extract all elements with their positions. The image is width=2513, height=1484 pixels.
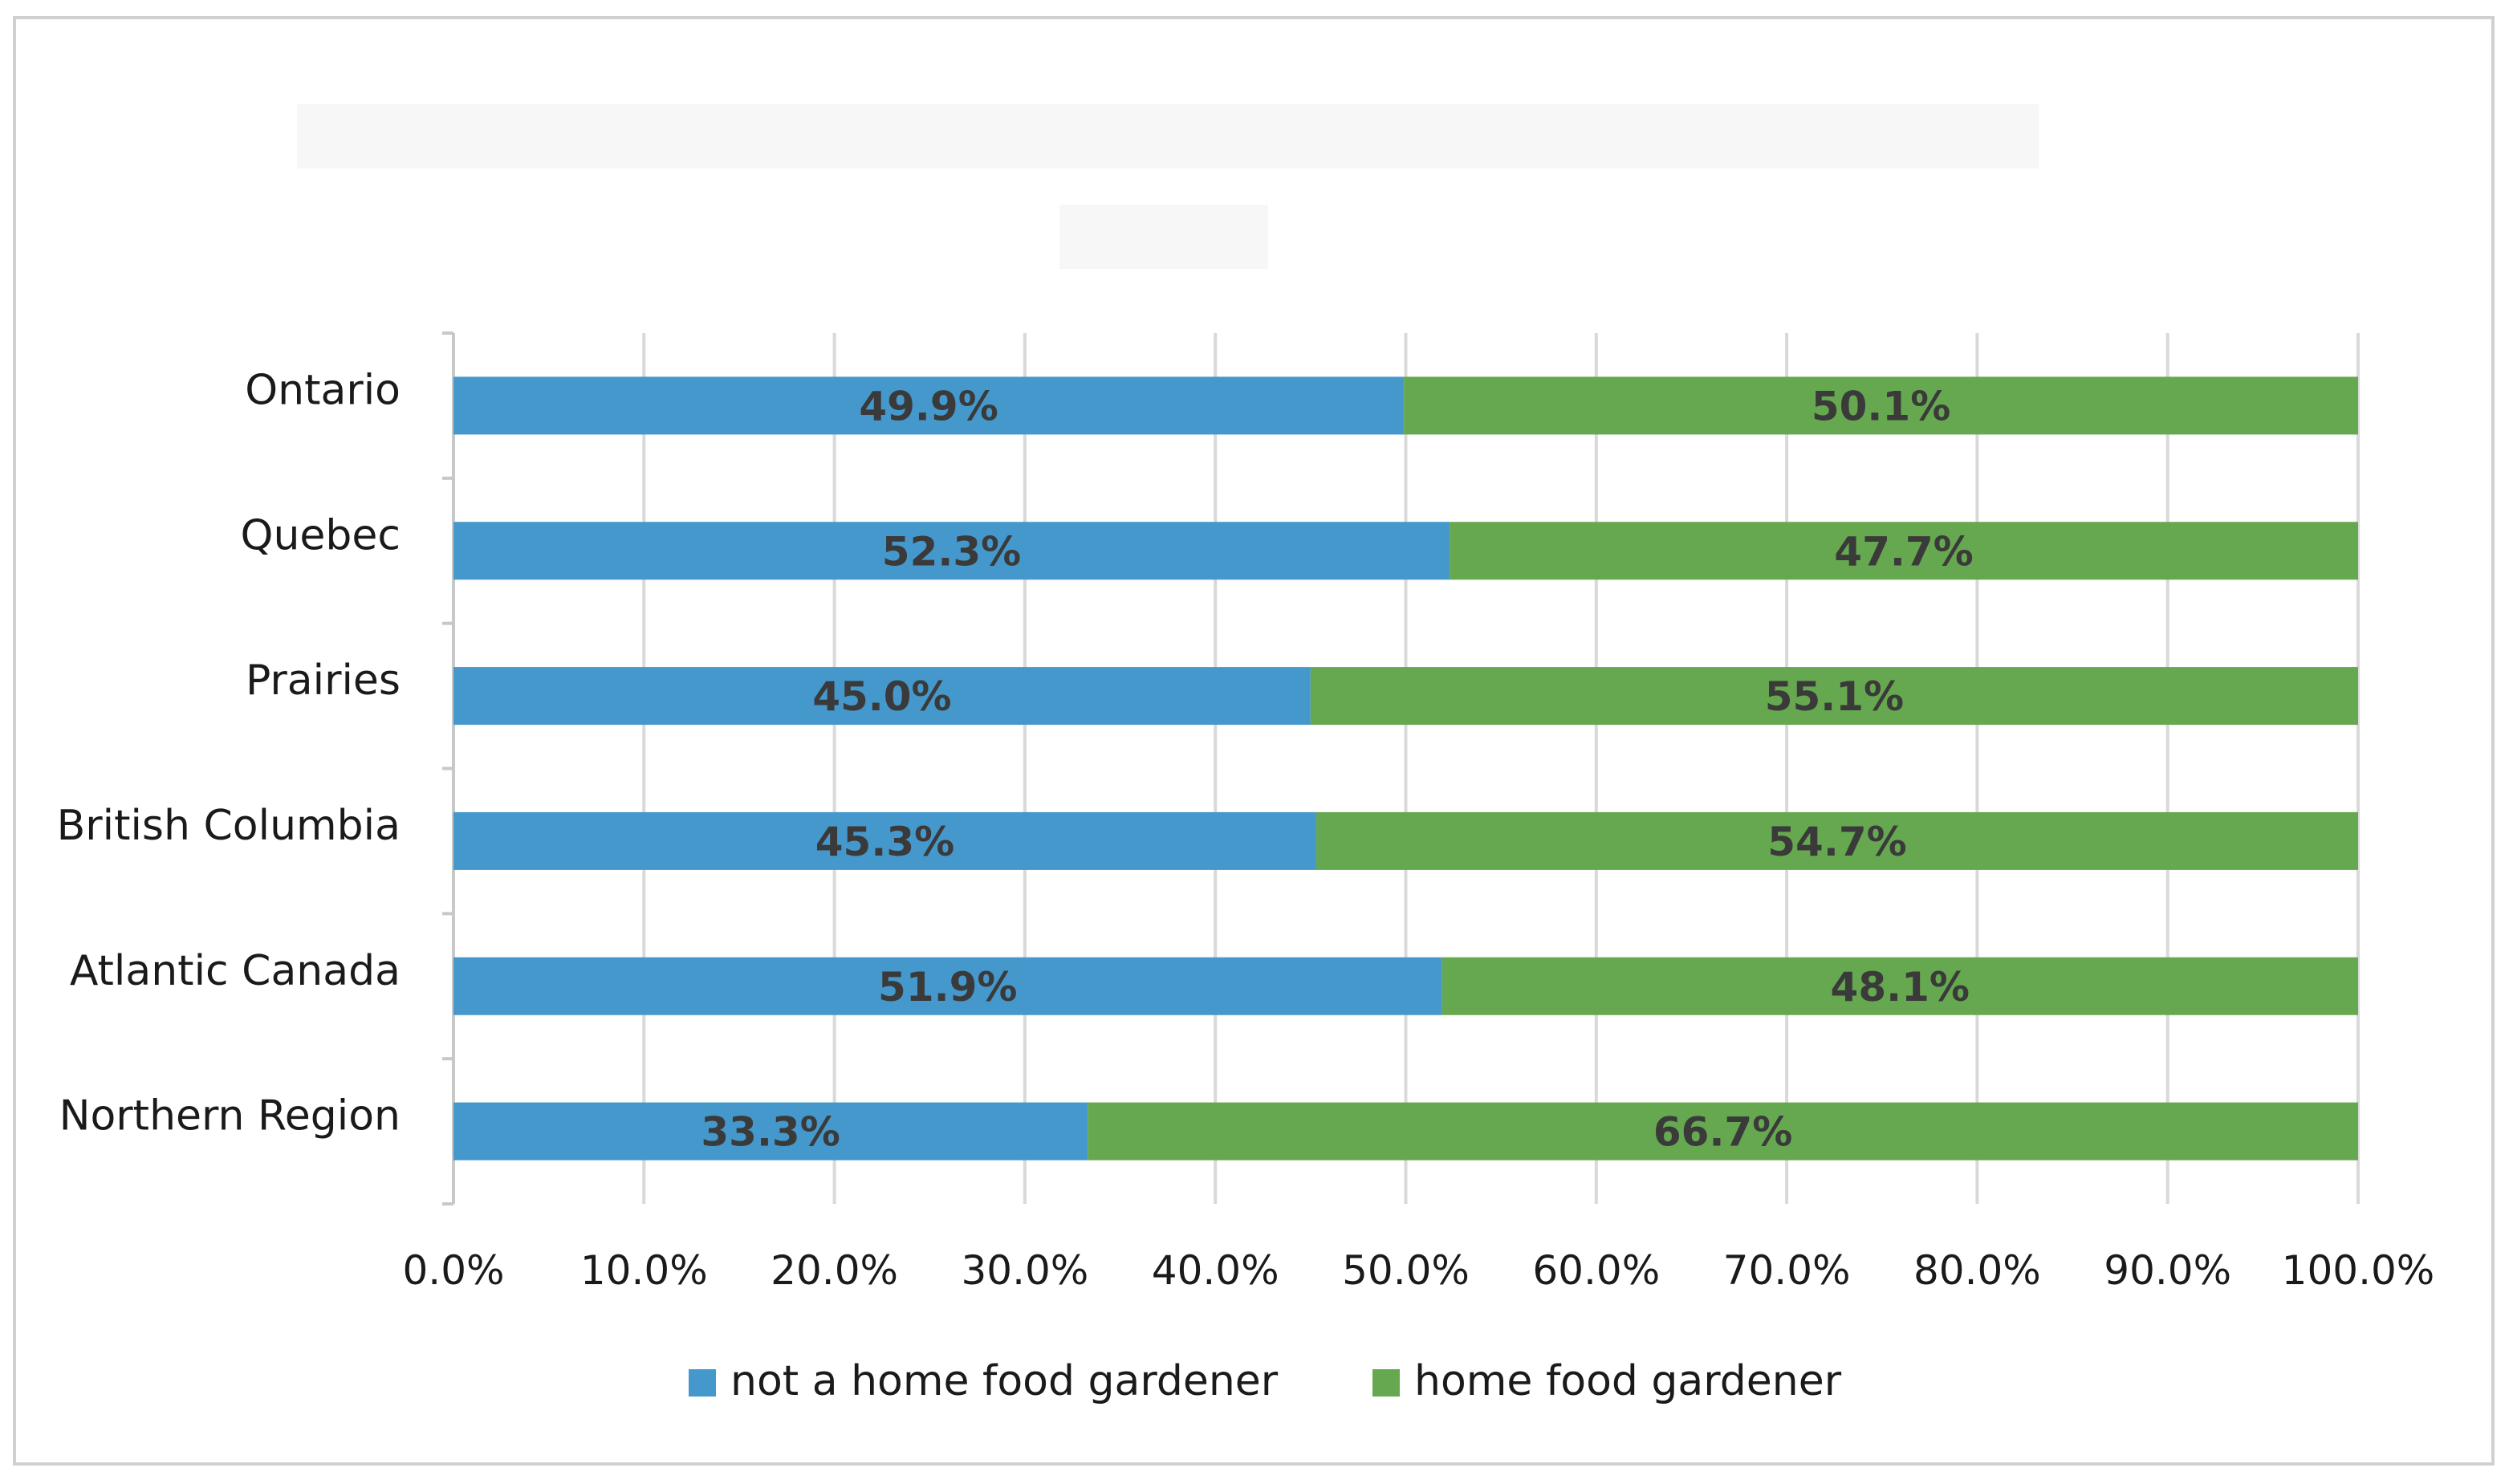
legend-label: not a home food gardener — [730, 1357, 1279, 1405]
bar-segment-not-gardener — [453, 376, 1405, 435]
bar-segment-not-gardener — [453, 811, 1316, 870]
bar-segment-gardener — [1310, 667, 2358, 726]
title-area — [297, 104, 2039, 269]
x-tick-label: 30.0% — [961, 1247, 1088, 1294]
category-label: Atlantic Canada — [70, 947, 401, 995]
category-label: Ontario — [245, 366, 401, 414]
data-label: 45.0% — [812, 673, 951, 720]
data-label: 54.7% — [1767, 819, 1906, 865]
x-tick-label: 90.0% — [2104, 1247, 2231, 1294]
x-tick-label: 50.0% — [1342, 1247, 1470, 1294]
bars: 49.9% 50.1% 52.3% 47.7% 45.0% 55.1% 45.3% 54.7%… — [453, 376, 2358, 1161]
x-tick-label: 60.0% — [1532, 1247, 1660, 1294]
data-label: 48.1% — [1831, 964, 1970, 1010]
legend-label: home food gardener — [1414, 1357, 1842, 1405]
category-labels: Ontario Quebec Prairies British Columbia Atl… — [57, 366, 401, 1140]
category-label: British Columbia — [57, 802, 401, 850]
bar-segment-not-gardener — [453, 1102, 1088, 1161]
data-label: 55.1% — [1765, 673, 1904, 720]
bar-segment-gardener — [1450, 522, 2358, 580]
x-tick-label: 100.0% — [2282, 1247, 2435, 1294]
x-tick-label: 0.0% — [402, 1247, 504, 1294]
category-label: Prairies — [246, 657, 401, 705]
data-label: 52.3% — [882, 528, 1021, 575]
bar-segment-gardener — [1404, 376, 2358, 435]
data-label: 66.7% — [1653, 1109, 1792, 1156]
bar-segment-not-gardener — [453, 957, 1442, 1015]
bar-segment-not-gardener — [453, 522, 1450, 580]
bar-segment-gardener — [1442, 957, 2358, 1015]
x-tick-label: 10.0% — [580, 1247, 708, 1294]
x-tick-label: 20.0% — [771, 1247, 898, 1294]
data-label: 50.1% — [1812, 383, 1950, 429]
bar-segment-not-gardener — [453, 667, 1311, 726]
title-band-1 — [297, 104, 2039, 169]
x-tick-labels: 0.0% 10.0% 20.0% 30.0% 40.0% 50.0% 60.0% 70.0% 8… — [402, 1247, 2434, 1294]
category-axis — [442, 331, 455, 1205]
data-label: 49.9% — [859, 383, 998, 429]
x-tick-label: 40.0% — [1152, 1247, 1279, 1294]
category-label: Quebec — [241, 511, 401, 559]
data-label: 33.3% — [701, 1109, 840, 1156]
data-label: 47.7% — [1834, 528, 1973, 575]
data-label: 45.3% — [815, 819, 954, 865]
legend-swatch — [689, 1369, 716, 1397]
legend-swatch — [1372, 1369, 1400, 1397]
bar-segment-gardener — [1088, 1102, 2358, 1161]
category-label: Northern Region — [59, 1092, 401, 1140]
title-band-2 — [1059, 205, 1268, 269]
bar-segment-gardener — [1315, 811, 2358, 870]
x-tick-label: 80.0% — [1913, 1247, 2041, 1294]
legend: not a home food gardener home food garden… — [689, 1357, 1842, 1405]
data-label: 51.9% — [878, 964, 1017, 1010]
x-tick-label: 70.0% — [1723, 1247, 1851, 1294]
gridlines — [452, 333, 2360, 1204]
